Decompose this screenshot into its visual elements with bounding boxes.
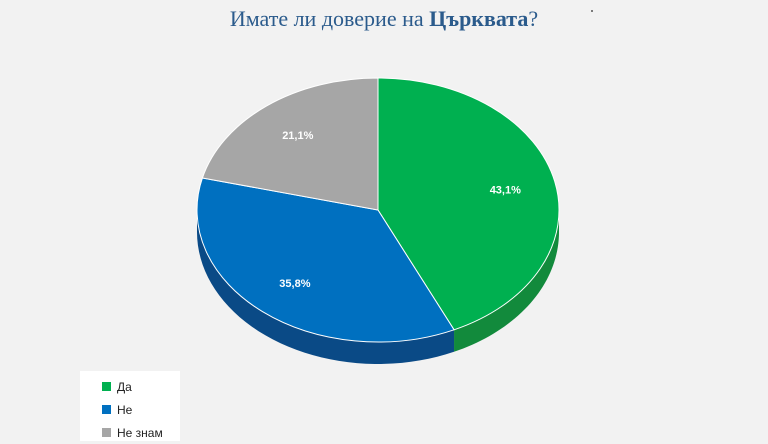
stray-dot: [591, 10, 593, 12]
chart-title: Имате ли доверие на Църквата?: [0, 6, 768, 32]
chart-title-prefix: Имате ли доверие на: [229, 6, 430, 31]
pie-data-label-2: 21,1%: [282, 130, 313, 142]
pie-data-label-0: 43,1%: [490, 185, 521, 197]
pie-slice-0: [377, 77, 560, 331]
chart-title-bold: Църквата: [429, 6, 529, 31]
pie-slice-1: [196, 177, 455, 343]
legend-swatch-da: [102, 382, 111, 391]
legend: Да Не Не знам: [80, 371, 180, 441]
pie-sides: [197, 210, 559, 364]
pie-slice-2: [201, 77, 379, 211]
pie-data-labels: 43,1% 35,8% 21,1%: [279, 130, 521, 290]
pie-chart: 43,1% 35,8% 21,1%: [196, 77, 560, 364]
legend-item-ne-znam: Не знам: [102, 421, 180, 444]
pie-data-label-1: 35,8%: [279, 278, 310, 290]
pie-side-0: [454, 210, 559, 352]
legend-item-da: Да: [102, 375, 180, 398]
legend-swatch-ne: [102, 405, 111, 414]
legend-item-ne: Не: [102, 398, 180, 421]
legend-label-da: Да: [117, 379, 132, 394]
legend-swatch-ne-znam: [102, 428, 111, 437]
pie-slices: [196, 77, 560, 343]
pie-side-1: [197, 210, 455, 364]
legend-label-ne: Не: [117, 402, 133, 417]
chart-title-suffix: ?: [528, 6, 539, 31]
legend-label-ne-znam: Не знам: [117, 425, 163, 440]
